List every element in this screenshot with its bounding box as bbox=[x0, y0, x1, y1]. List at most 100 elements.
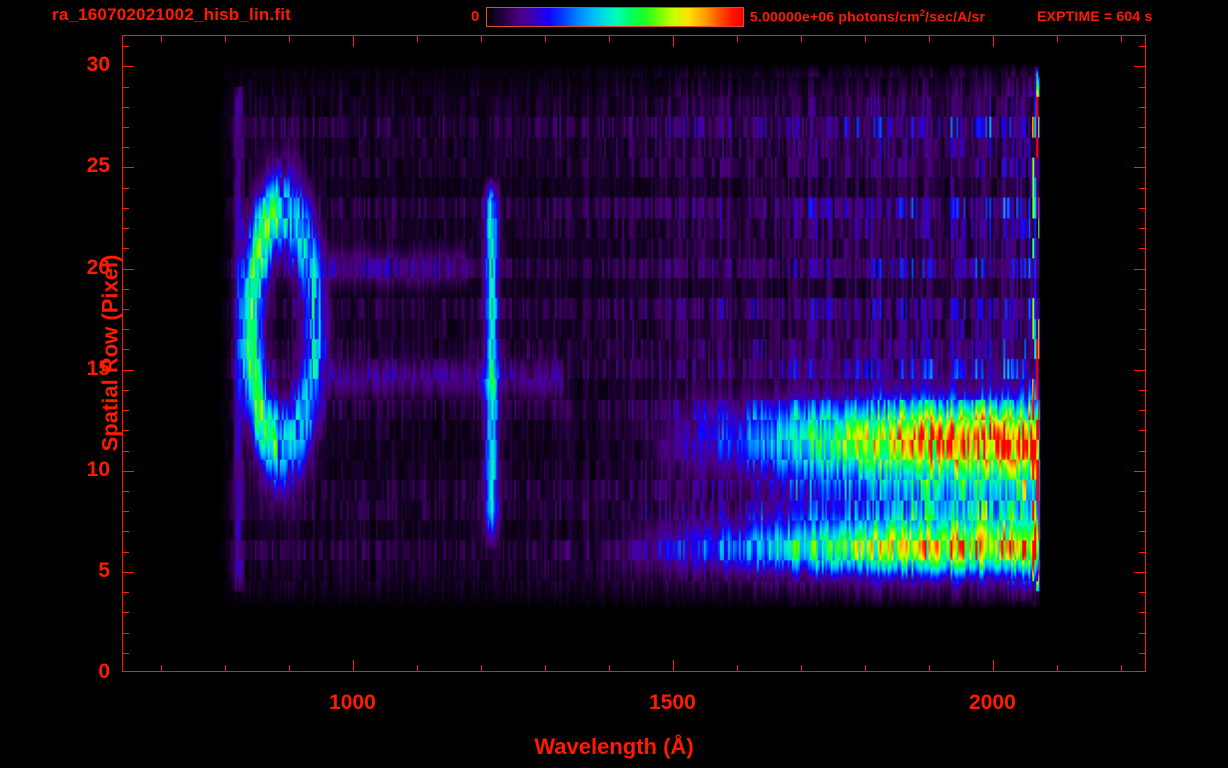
axis-tick bbox=[1139, 309, 1145, 310]
axis-tick bbox=[123, 147, 129, 149]
axis-tick bbox=[1057, 665, 1059, 671]
axis-tick bbox=[289, 665, 291, 671]
axis-tick bbox=[123, 652, 129, 654]
axis-tick bbox=[123, 329, 129, 331]
colorbar-max-value: 5.00000e+06 photons/cm bbox=[750, 8, 920, 25]
axis-tick bbox=[123, 491, 129, 492]
axis-tick bbox=[123, 389, 129, 391]
axis-tick bbox=[737, 665, 739, 671]
axis-tick bbox=[801, 665, 803, 671]
axis-tick bbox=[609, 665, 611, 671]
axis-tick bbox=[123, 187, 129, 189]
axis-tick bbox=[123, 106, 129, 108]
y-tick-label: 10 bbox=[86, 457, 110, 481]
colorbar-units-exponent: 2 bbox=[919, 8, 926, 18]
axis-tick bbox=[1139, 349, 1145, 351]
axis-tick bbox=[123, 612, 129, 614]
axis-tick bbox=[1139, 491, 1145, 492]
y-tick-label: 25 bbox=[86, 154, 110, 178]
axis-tick bbox=[1139, 612, 1145, 614]
axis-tick bbox=[1139, 511, 1145, 513]
axis-tick bbox=[123, 410, 129, 412]
axis-tick bbox=[1139, 652, 1145, 654]
axis-tick bbox=[123, 470, 134, 472]
axis-tick bbox=[1139, 329, 1145, 331]
page-title: ra_160702021002_hisb_lin.fit bbox=[52, 5, 292, 24]
axis-tick bbox=[123, 127, 129, 128]
axis-tick bbox=[123, 369, 134, 371]
axis-tick bbox=[123, 66, 134, 68]
axis-tick bbox=[353, 36, 355, 47]
axis-tick bbox=[609, 36, 611, 42]
axis-tick bbox=[123, 632, 129, 634]
exposure-time-label: EXPTIME = 604 s bbox=[1037, 8, 1153, 24]
y-tick-label: 15 bbox=[86, 356, 110, 380]
axis-tick bbox=[289, 36, 291, 42]
axis-tick bbox=[123, 288, 129, 290]
axis-tick bbox=[123, 592, 129, 594]
x-tick-label: 1000 bbox=[329, 691, 376, 714]
axis-tick bbox=[1139, 410, 1145, 412]
axis-tick bbox=[1139, 430, 1145, 432]
axis-tick bbox=[673, 36, 675, 47]
spectral-image-canvas bbox=[123, 36, 1145, 671]
axis-tick bbox=[673, 660, 675, 671]
spectrogram-plot-area bbox=[122, 35, 1146, 672]
axis-tick bbox=[1134, 268, 1145, 270]
axis-tick bbox=[929, 36, 931, 42]
axis-tick bbox=[123, 450, 129, 452]
x-tick-label: 2000 bbox=[969, 691, 1016, 714]
axis-tick bbox=[1139, 187, 1145, 189]
axis-tick bbox=[1139, 592, 1145, 594]
colorbar-max-label: 5.00000e+06 photons/cm2/sec/A/sr bbox=[750, 8, 985, 25]
axis-tick bbox=[353, 660, 355, 671]
axis-tick bbox=[1134, 470, 1145, 472]
y-tick-label: 0 bbox=[98, 660, 110, 683]
axis-tick bbox=[123, 268, 134, 270]
axis-tick bbox=[993, 36, 995, 47]
y-tick-label: 5 bbox=[98, 558, 110, 582]
x-tick-label: 1500 bbox=[649, 691, 696, 714]
axis-tick bbox=[1057, 36, 1059, 42]
axis-tick bbox=[1121, 36, 1123, 42]
axis-tick bbox=[123, 167, 134, 169]
axis-tick bbox=[1134, 571, 1145, 573]
colorbar-min-label: 0 bbox=[471, 8, 480, 25]
axis-tick bbox=[161, 36, 163, 42]
axis-tick bbox=[1139, 288, 1145, 290]
axis-tick bbox=[1121, 665, 1123, 671]
axis-tick bbox=[123, 46, 129, 48]
axis-tick bbox=[1139, 632, 1145, 634]
axis-tick bbox=[1139, 450, 1145, 452]
axis-tick bbox=[225, 36, 227, 42]
axis-tick bbox=[1139, 106, 1145, 108]
axis-tick bbox=[123, 531, 129, 533]
axis-tick bbox=[225, 665, 227, 671]
axis-tick bbox=[865, 36, 867, 42]
axis-tick bbox=[1134, 66, 1145, 68]
y-axis-title: Spatial Row (Pixel) bbox=[97, 254, 123, 452]
axis-tick bbox=[123, 349, 129, 351]
axis-tick bbox=[123, 228, 129, 230]
axis-tick bbox=[1139, 228, 1145, 230]
axis-tick bbox=[545, 665, 547, 671]
axis-tick bbox=[161, 665, 163, 671]
axis-tick bbox=[1139, 207, 1145, 209]
axis-tick bbox=[481, 665, 483, 671]
axis-tick bbox=[417, 36, 419, 42]
axis-tick bbox=[801, 36, 803, 42]
axis-tick bbox=[929, 665, 931, 671]
y-tick-label: 20 bbox=[86, 255, 110, 279]
axis-tick bbox=[1139, 147, 1145, 149]
axis-tick bbox=[545, 36, 547, 42]
axis-tick bbox=[737, 36, 739, 42]
axis-tick bbox=[123, 207, 129, 209]
axis-tick bbox=[123, 551, 129, 553]
axis-tick bbox=[1139, 551, 1145, 553]
x-axis-title: Wavelength (Å) bbox=[534, 734, 694, 759]
axis-tick bbox=[123, 511, 129, 513]
axis-tick bbox=[123, 309, 129, 310]
axis-tick bbox=[1134, 369, 1145, 371]
axis-tick bbox=[123, 571, 134, 573]
